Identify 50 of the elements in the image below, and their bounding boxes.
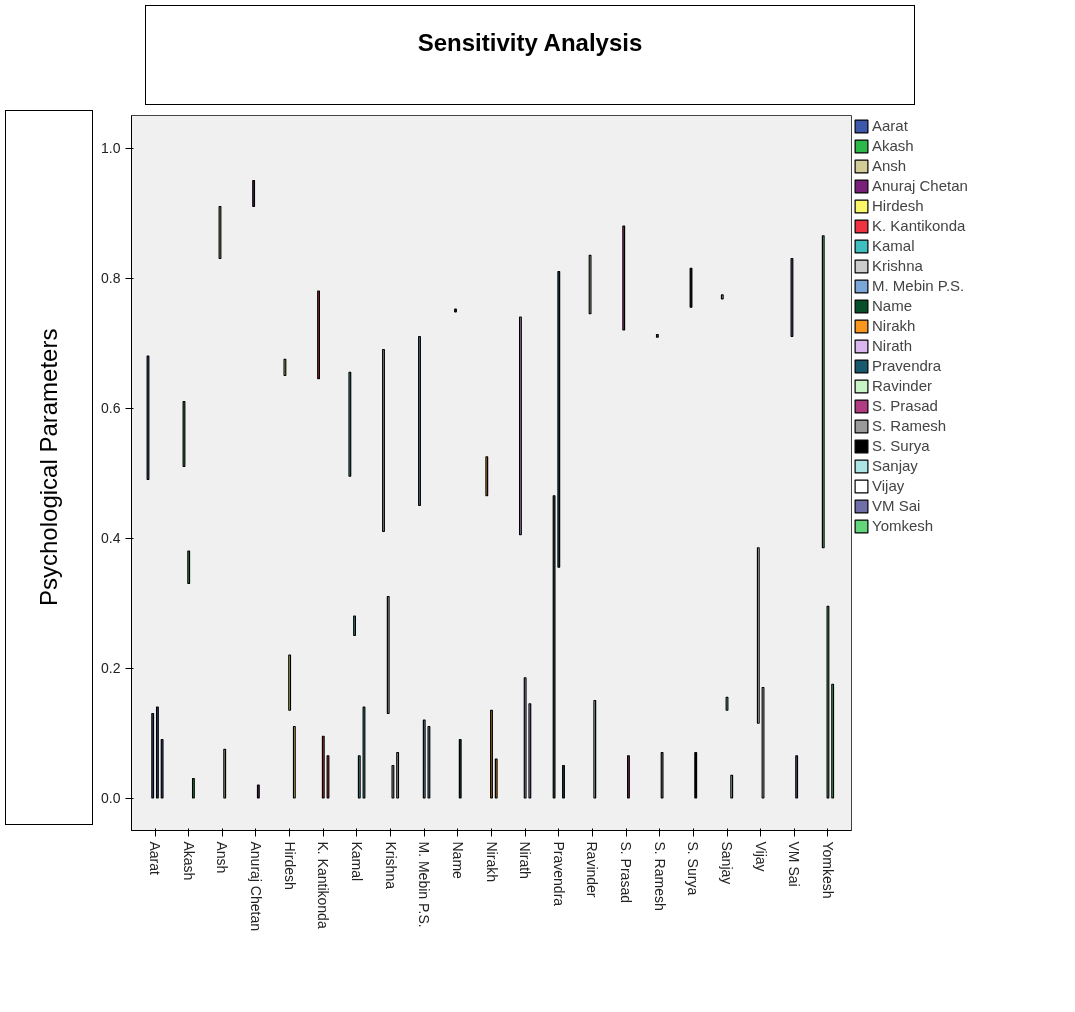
- y-tick-label: 0.4: [101, 530, 121, 546]
- y-tick-label: 0.8: [101, 270, 121, 286]
- legend-label: Akash: [872, 137, 914, 154]
- x-tick-label: Ravinder: [584, 841, 601, 898]
- x-tick-label: Anuraj Chetan: [247, 841, 264, 932]
- legend-label: Hirdesh: [872, 197, 924, 214]
- x-tick-label: Kamal: [348, 841, 365, 882]
- y-tick-label: 0.2: [101, 660, 121, 676]
- y-tick-label: 0.6: [101, 400, 121, 416]
- y-axis-title: Psychological Parameters: [33, 328, 63, 607]
- legend-label: Ravinder: [872, 377, 933, 394]
- x-tick-label: Yomkesh: [819, 841, 836, 899]
- x-tick-label: Name: [449, 841, 466, 880]
- legend-label: Aarat: [872, 117, 908, 134]
- x-tick-label: Krishna: [382, 841, 399, 890]
- chart-title: Sensitivity Analysis: [417, 28, 643, 58]
- x-tick-label: Sanjay: [719, 841, 736, 885]
- legend-label: Ansh: [872, 157, 907, 174]
- x-tick-label: S. Ramesh: [651, 841, 668, 911]
- y-tick-label: 0.0: [101, 790, 121, 806]
- legend-label: VM Sai: [872, 497, 921, 514]
- legend-label: Nirath: [872, 337, 913, 354]
- legend-label: S. Ramesh: [872, 417, 947, 434]
- x-tick-label: Ansh: [214, 841, 231, 874]
- x-tick-label: M. Mebin P.S.: [416, 841, 433, 928]
- legend-label: S. Surya: [872, 437, 930, 454]
- legend-label: Sanjay: [872, 457, 918, 474]
- legend-label: M. Mebin P.S.: [872, 277, 965, 294]
- x-tick-label: VM Sai: [786, 841, 803, 887]
- legend-label: Pravendra: [872, 357, 942, 374]
- legend-label: S. Prasad: [872, 397, 938, 414]
- x-tick-label: Vijay: [752, 841, 769, 872]
- x-tick-label: S. Surya: [685, 841, 702, 896]
- legend-label: Nirakh: [872, 317, 916, 334]
- legend-label: Vijay: [872, 477, 905, 494]
- legend-label: Name: [872, 297, 913, 314]
- legend-label: Yomkesh: [872, 517, 934, 534]
- x-tick-label: Pravendra: [550, 841, 567, 907]
- x-tick-label: Aarat: [147, 841, 164, 876]
- x-tick-label: Hirdesh: [281, 841, 298, 890]
- legend-label: K. Kantikonda: [872, 217, 966, 234]
- legend-label: Kamal: [872, 237, 915, 254]
- x-tick-label: Nirakh: [483, 841, 500, 882]
- x-tick-label: Akash: [180, 841, 197, 881]
- x-tick-label: S. Prasad: [618, 841, 635, 903]
- legend-label: Krishna: [872, 257, 923, 274]
- x-tick-label: Nirath: [517, 841, 534, 879]
- y-tick-label: 1.0: [101, 140, 121, 156]
- legend-label: Anuraj Chetan: [872, 177, 968, 194]
- x-tick-label: K. Kantikonda: [315, 841, 332, 929]
